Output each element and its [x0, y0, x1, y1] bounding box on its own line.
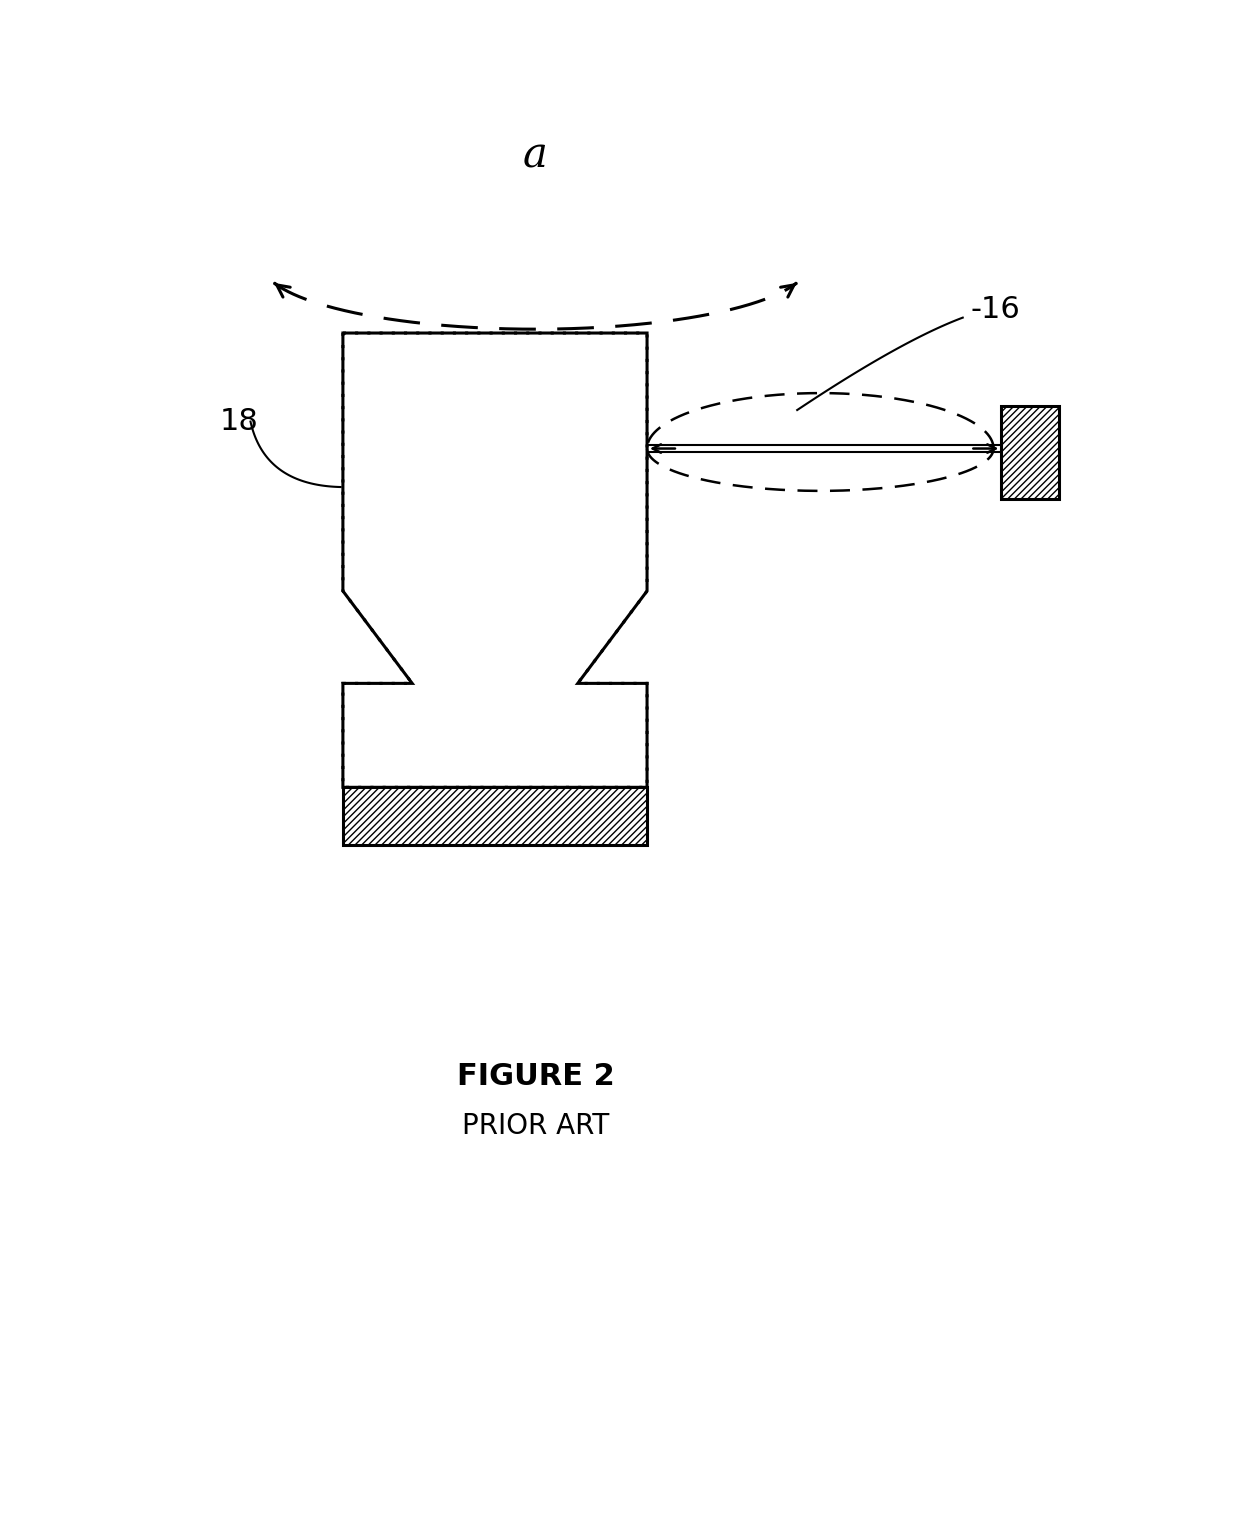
Text: FIGURE 2: FIGURE 2	[456, 1062, 614, 1091]
Text: a: a	[523, 134, 548, 177]
Text: PRIOR ART: PRIOR ART	[461, 1113, 609, 1140]
Polygon shape	[1001, 407, 1059, 498]
Text: -16: -16	[971, 296, 1021, 325]
Polygon shape	[343, 334, 647, 788]
Text: 18: 18	[219, 407, 259, 436]
Polygon shape	[343, 788, 647, 846]
